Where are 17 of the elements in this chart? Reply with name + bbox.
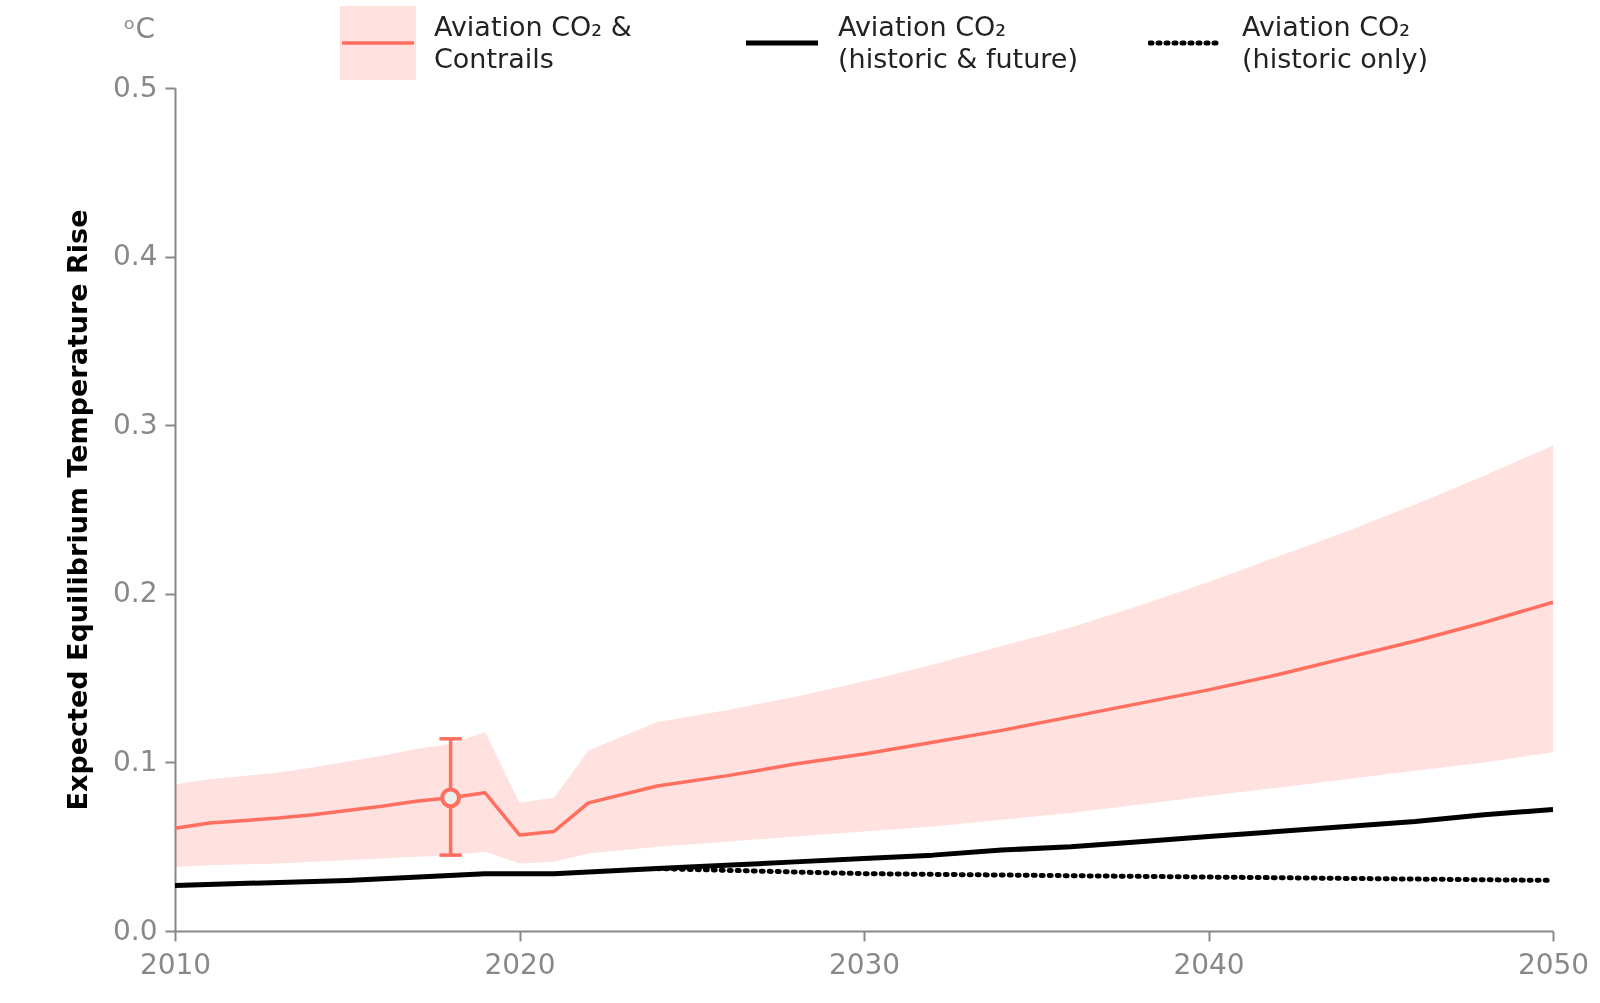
- y-tick-label: 0.4: [112, 239, 158, 273]
- x-tick-label: 2040: [1173, 947, 1245, 981]
- y-tick-label: 0.2: [112, 576, 158, 610]
- y-tick-label: 0.5: [112, 70, 158, 104]
- legend-label: Aviation CO₂ & Contrails: [434, 10, 633, 76]
- x-tick-label: 2050: [1517, 947, 1590, 981]
- text: ᵒC: [123, 12, 155, 45]
- y-axis-title: Expected Equilibrium Temperature Rise: [61, 209, 93, 811]
- y-tick-label: 0.1: [112, 744, 158, 778]
- y-tick-label: 0.3: [112, 407, 158, 441]
- x-tick-label: 2030: [828, 947, 901, 981]
- legend-label: Aviation CO₂ (historic only): [1242, 10, 1429, 76]
- y-tick-label: 0.0: [112, 913, 158, 947]
- x-tick-label: 2020: [484, 947, 556, 981]
- legend-label: Aviation CO₂ (historic & future): [838, 10, 1079, 76]
- line-series: [173, 600, 1555, 837]
- x-tick-label: 2010: [139, 947, 212, 981]
